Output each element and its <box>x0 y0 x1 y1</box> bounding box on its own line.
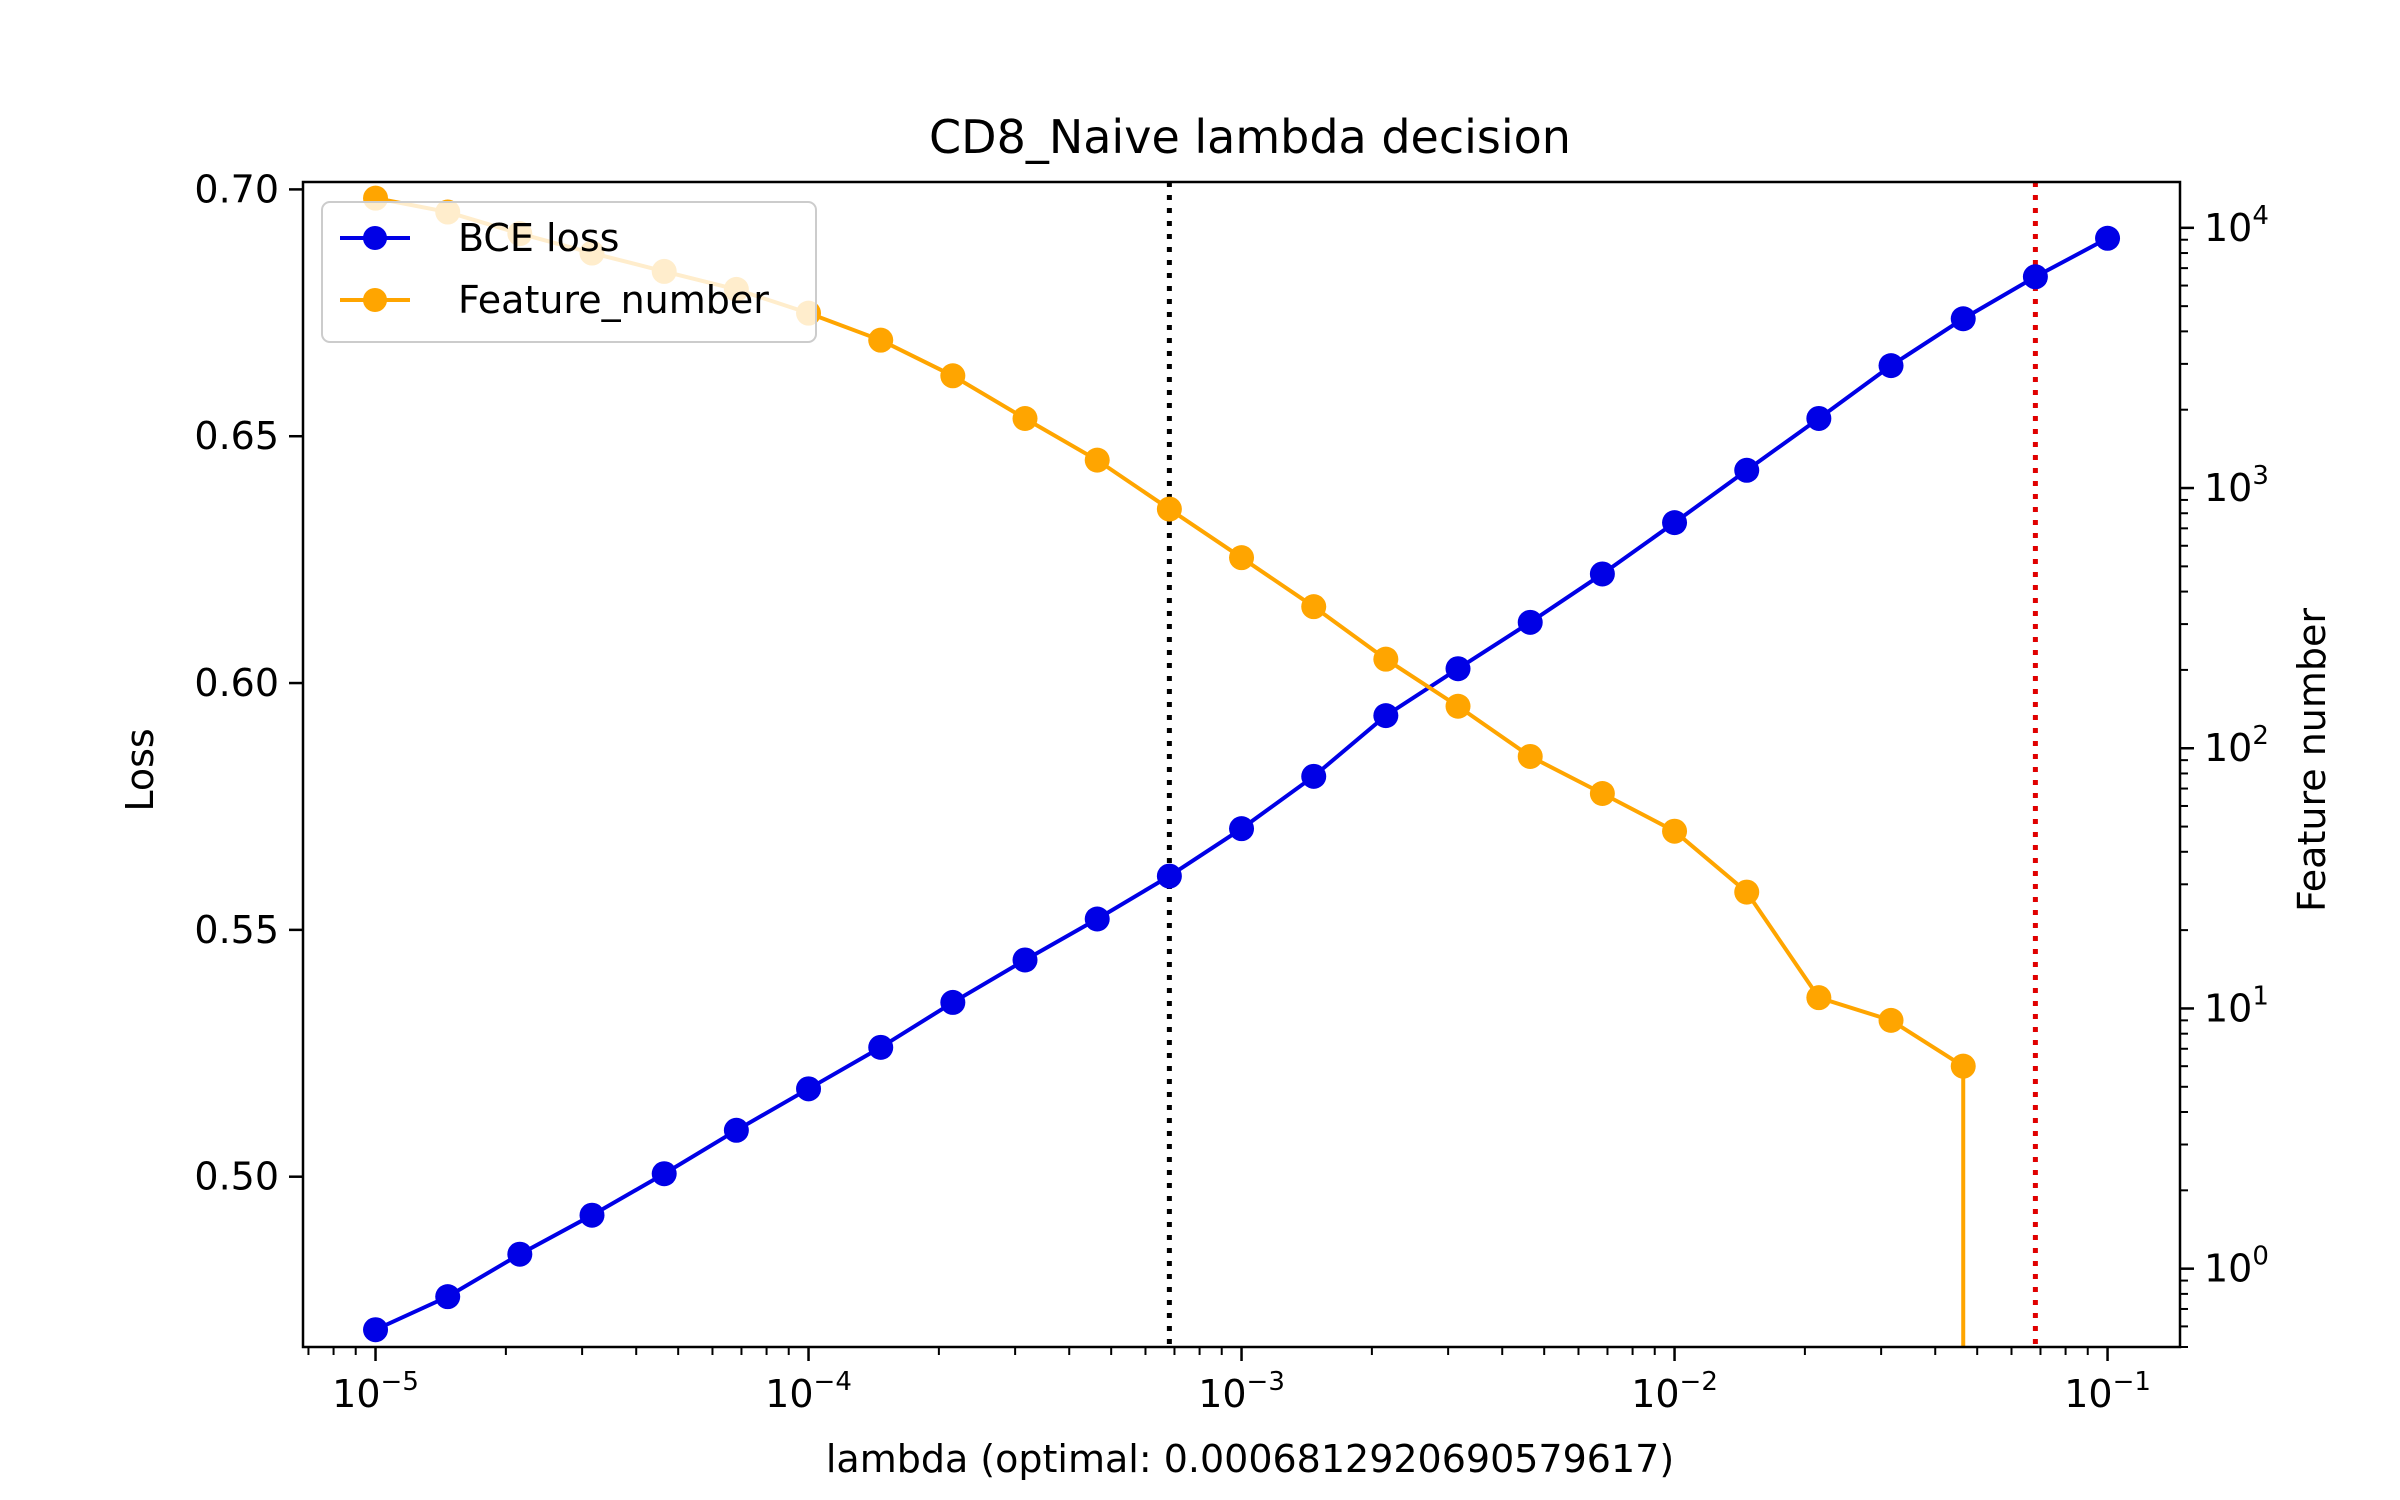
point-bce-loss-21 <box>1878 353 1904 379</box>
y-axis-left-label: Loss <box>118 728 162 811</box>
point-bce-loss-11 <box>1156 863 1182 889</box>
point-feature-number-9 <box>1012 406 1038 432</box>
y-left-tick-label-4: 0.70 <box>194 167 279 211</box>
point-bce-loss-9 <box>1012 947 1038 973</box>
point-bce-loss-7 <box>868 1034 894 1060</box>
x-tick-label-2: 10−3 <box>1198 1367 1285 1416</box>
point-bce-loss-20 <box>1806 405 1832 431</box>
point-bce-loss-5 <box>723 1117 749 1143</box>
legend-box <box>321 201 817 343</box>
point-feature-number-22 <box>1950 1053 1976 1079</box>
y-right-tick-label-3: 103 <box>2204 461 2269 510</box>
y-axis-right-label: Feature number <box>2290 608 2334 912</box>
point-bce-loss-6 <box>796 1076 822 1102</box>
x-tick-label-0: 10−5 <box>332 1367 419 1416</box>
y-right-tick-label-2: 102 <box>2204 721 2269 770</box>
point-feature-number-21 <box>1878 1007 1904 1033</box>
legend-label-bce: BCE loss <box>458 216 619 260</box>
point-feature-number-18 <box>1662 818 1688 844</box>
point-bce-loss-2 <box>507 1241 533 1267</box>
legend-label-feature: Feature_number <box>458 278 769 322</box>
point-bce-loss-4 <box>651 1161 677 1187</box>
series-line-bce-loss <box>374 236 2109 1332</box>
y-left-tick-label-3: 0.65 <box>194 414 279 458</box>
point-feature-number-12 <box>1229 545 1255 571</box>
point-feature-number-13 <box>1301 594 1327 620</box>
x-axis-label: lambda (optimal: 0.0006812920690579617) <box>826 1437 1674 1481</box>
point-feature-number-8 <box>940 363 966 389</box>
plot-area: 10−5 10−4 10−3 10−2 10−1 0.50 0.55 0.60 0.65 0.70… <box>194 167 2269 1416</box>
point-bce-loss-13 <box>1301 763 1327 789</box>
point-bce-loss-22 <box>1950 306 1976 332</box>
point-bce-loss-18 <box>1662 510 1688 536</box>
point-bce-loss-17 <box>1589 561 1615 587</box>
point-bce-loss-16 <box>1517 609 1543 635</box>
point-bce-loss-14 <box>1373 703 1399 729</box>
y-right-tick-label-1: 101 <box>2204 981 2269 1030</box>
chart-title: CD8_Naive lambda decision <box>929 110 1571 164</box>
point-bce-loss-3 <box>579 1202 605 1228</box>
x-tick-label-3: 10−2 <box>1631 1367 1718 1416</box>
y-left-tick-label-1: 0.55 <box>194 908 279 952</box>
point-feature-number-10 <box>1084 447 1110 473</box>
point-feature-number-20 <box>1806 985 1832 1011</box>
legend-marker-feature <box>363 288 387 312</box>
point-feature-number-11 <box>1156 496 1182 522</box>
point-feature-number-17 <box>1589 781 1615 807</box>
point-bce-loss-10 <box>1084 906 1110 932</box>
y-right-tick-label-4: 104 <box>2204 201 2269 250</box>
point-feature-number-7 <box>868 327 894 353</box>
point-bce-loss-15 <box>1445 656 1471 682</box>
x-tick-label-4: 10−1 <box>2064 1367 2151 1416</box>
legend-marker-bce <box>363 226 387 250</box>
point-feature-number-16 <box>1517 743 1543 769</box>
point-bce-loss-12 <box>1229 816 1255 842</box>
y-left-tick-label-0: 0.50 <box>194 1155 279 1199</box>
point-bce-loss-24 <box>2095 225 2121 251</box>
point-bce-loss-0 <box>363 1317 389 1343</box>
point-feature-number-15 <box>1445 693 1471 719</box>
legend: BCE loss Feature_number <box>321 201 817 343</box>
y-right-tick-label-0: 100 <box>2204 1242 2269 1291</box>
point-bce-loss-23 <box>2022 264 2048 290</box>
point-feature-number-14 <box>1373 646 1399 672</box>
point-feature-number-19 <box>1734 879 1760 905</box>
y-left-tick-label-2: 0.60 <box>194 661 279 705</box>
point-bce-loss-19 <box>1734 457 1760 483</box>
point-bce-loss-1 <box>435 1284 461 1310</box>
x-tick-label-1: 10−4 <box>765 1367 852 1416</box>
point-bce-loss-8 <box>940 989 966 1015</box>
